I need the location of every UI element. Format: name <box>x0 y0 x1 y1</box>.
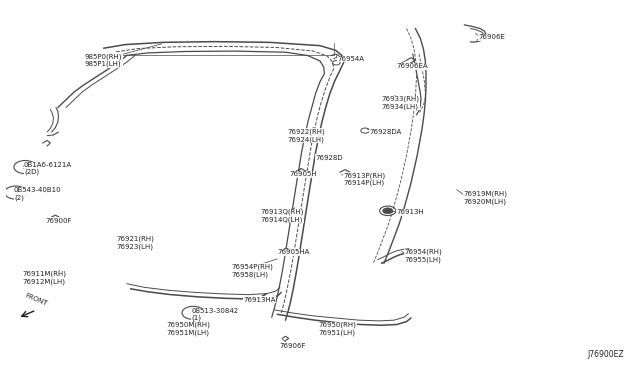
Text: 76913P(RH)
76914P(LH): 76913P(RH) 76914P(LH) <box>344 173 386 186</box>
Circle shape <box>383 208 393 214</box>
Text: S: S <box>13 190 18 195</box>
Text: S: S <box>191 310 196 315</box>
Text: S: S <box>23 164 28 170</box>
Text: 76911M(RH)
76912M(LH): 76911M(RH) 76912M(LH) <box>22 271 66 285</box>
Text: 0B1A6-6121A
(2D): 0B1A6-6121A (2D) <box>24 162 72 175</box>
Text: 76900F: 76900F <box>45 218 72 224</box>
Text: 76906E: 76906E <box>478 34 505 40</box>
Text: 76906F: 76906F <box>279 343 306 349</box>
Text: 76950(RH)
76951(LH): 76950(RH) 76951(LH) <box>319 322 356 336</box>
Text: 76928D: 76928D <box>315 154 342 161</box>
Text: 76954(RH)
76955(LH): 76954(RH) 76955(LH) <box>404 249 442 263</box>
Text: 76906EA: 76906EA <box>397 63 428 70</box>
Text: 76950M(RH)
76951M(LH): 76950M(RH) 76951M(LH) <box>166 322 210 336</box>
Text: 76905HA: 76905HA <box>277 249 310 255</box>
Text: 08513-30842
(1): 08513-30842 (1) <box>191 308 239 321</box>
Text: 76913HA: 76913HA <box>243 297 276 303</box>
Text: 76905H: 76905H <box>290 171 317 177</box>
Text: 76913Q(RH)
76914Q(LH): 76913Q(RH) 76914Q(LH) <box>260 209 304 223</box>
Text: 76922(RH)
76924(LH): 76922(RH) 76924(LH) <box>287 129 325 143</box>
Text: 76921(RH)
76923(LH): 76921(RH) 76923(LH) <box>116 235 154 250</box>
Text: 76954P(RH)
76958(LH): 76954P(RH) 76958(LH) <box>231 264 273 278</box>
Text: 76919M(RH)
76920M(LH): 76919M(RH) 76920M(LH) <box>463 191 507 205</box>
Text: J76900EZ: J76900EZ <box>588 350 624 359</box>
Text: 76928DA: 76928DA <box>369 129 401 135</box>
Text: 76933(RH)
76934(LH): 76933(RH) 76934(LH) <box>381 96 419 110</box>
Text: 76954A: 76954A <box>337 56 365 62</box>
Text: FRONT: FRONT <box>24 292 49 306</box>
Text: 0B543-40B10
(2): 0B543-40B10 (2) <box>14 187 61 201</box>
Text: 985P0(RH)
985P1(LH): 985P0(RH) 985P1(LH) <box>85 53 122 67</box>
Text: 76913H: 76913H <box>397 209 424 215</box>
